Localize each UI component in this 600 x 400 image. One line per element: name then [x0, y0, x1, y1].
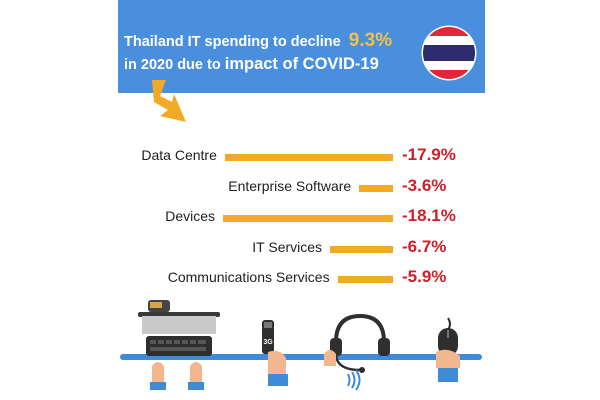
bar-1 [359, 184, 393, 192]
category-label-2: Devices [165, 208, 215, 224]
value-label-0: -17.9% [402, 145, 456, 164]
header-line2-big: impact of COVID-19 [224, 55, 379, 73]
arrow-icon [152, 80, 186, 122]
computer-icon [138, 300, 220, 390]
bar-4 [337, 276, 393, 283]
value-label-3: -6.7% [402, 236, 447, 256]
desk-line [120, 354, 482, 360]
bar-0 [224, 154, 393, 161]
category-label-0: Data Centre [141, 147, 217, 163]
category-label-4: Communications Services [167, 269, 330, 285]
category-label-1: Enterprise Software [228, 177, 352, 194]
thailand-flag-icon [421, 25, 477, 81]
value-label-1: -3.6% [402, 175, 447, 195]
mouse-icon [436, 317, 460, 382]
svg-text:3G: 3G [263, 339, 273, 346]
value-label-2: -18.1% [402, 206, 456, 225]
header-text: Thailand IT spending to decline 9.3% in … [124, 30, 392, 76]
headset-icon [324, 313, 390, 391]
usb-3g-modem-icon: 3G [262, 320, 288, 386]
value-label-4: -5.9% [402, 267, 447, 286]
bar-3 [330, 245, 393, 253]
header-line1: Thailand IT spending to decline [124, 34, 341, 50]
category-label-3: IT Services [252, 238, 323, 255]
bar-2 [223, 215, 393, 222]
header-line2: in 2020 due to [124, 57, 221, 73]
header-highlight: 9.3% [348, 30, 393, 51]
